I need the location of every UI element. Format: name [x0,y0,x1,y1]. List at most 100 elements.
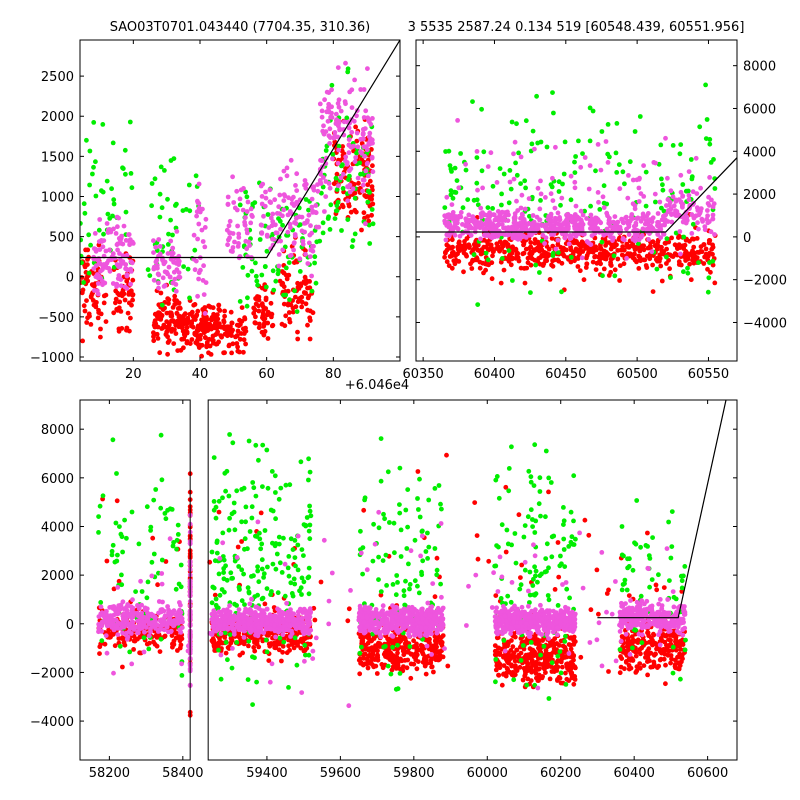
data-point [664,254,669,260]
data-point [210,305,216,311]
data-point [385,469,391,475]
data-point [606,273,612,278]
data-point [372,657,378,662]
data-point [483,222,489,228]
data-point [509,638,514,643]
data-point [165,242,171,247]
data-point [506,200,512,206]
data-point [458,210,464,215]
data-point [254,638,260,644]
data-point [391,520,397,526]
data-point [593,267,599,272]
data-point [408,675,414,681]
data-point [227,632,233,638]
data-point [519,233,525,239]
data-point [405,487,411,492]
data-point [284,276,290,282]
data-point [680,193,686,199]
data-point [117,299,123,305]
data-point [119,326,125,331]
data-point [305,285,310,291]
data-point [529,655,534,661]
data-point [604,226,610,232]
data-point [338,108,344,114]
data-point [533,518,539,524]
data-point [678,647,683,652]
data-point [259,230,265,236]
data-point [87,148,93,154]
data-point [366,646,372,651]
data-point [545,663,551,668]
data-point [562,235,568,241]
data-point [480,260,486,266]
data-point [706,275,712,281]
data-point [266,658,272,663]
data-point [602,237,608,242]
data-point [331,181,337,187]
data-point [329,87,334,93]
data-point [417,514,423,520]
data-point [573,213,578,218]
data-point [113,300,118,306]
data-point [685,270,691,276]
data-point [437,639,443,644]
data-point [107,247,112,253]
data-point [593,244,599,250]
data-point [222,350,228,356]
data-point [294,199,299,205]
plot-area [96,400,727,718]
data-point [187,208,193,214]
data-point [244,246,250,252]
data-point [259,272,265,278]
data-point [116,636,122,641]
data-point [251,645,257,650]
data-point [448,245,453,251]
data-point [401,652,407,658]
data-point [649,249,655,255]
data-point [319,114,325,120]
data-point [82,308,88,314]
data-point [218,333,224,339]
data-point [273,278,279,284]
data-point [263,189,268,195]
data-point [236,231,242,237]
data-point [626,173,631,178]
data-point [516,150,521,156]
data-point [501,663,507,668]
data-point [95,281,101,286]
data-point [469,266,475,271]
data-point [230,440,236,446]
data-point [671,203,677,209]
data-point [218,676,224,682]
data-point [550,175,555,181]
data-point [582,208,587,214]
data-point [80,221,83,226]
data-point [423,671,429,677]
data-point [164,310,170,316]
data-point [245,585,251,591]
data-point [227,235,233,241]
data-point [668,275,673,280]
data-point [120,260,125,266]
data-point [354,150,359,156]
data-point [320,184,326,190]
data-point [519,211,525,217]
data-point [274,551,280,557]
data-point [658,263,664,269]
data-point [306,652,312,658]
data-point [189,337,195,342]
data-point [367,130,373,136]
data-point [278,238,283,244]
data-point [343,158,348,164]
data-point [636,199,642,204]
data-point [612,214,618,220]
data-point [523,652,529,658]
data-point [397,671,403,676]
data-point [226,493,232,499]
data-point [332,216,338,222]
data-point [636,266,642,271]
data-point [493,667,499,673]
data-point [124,272,130,278]
data-point [195,236,201,242]
data-point [299,639,305,644]
